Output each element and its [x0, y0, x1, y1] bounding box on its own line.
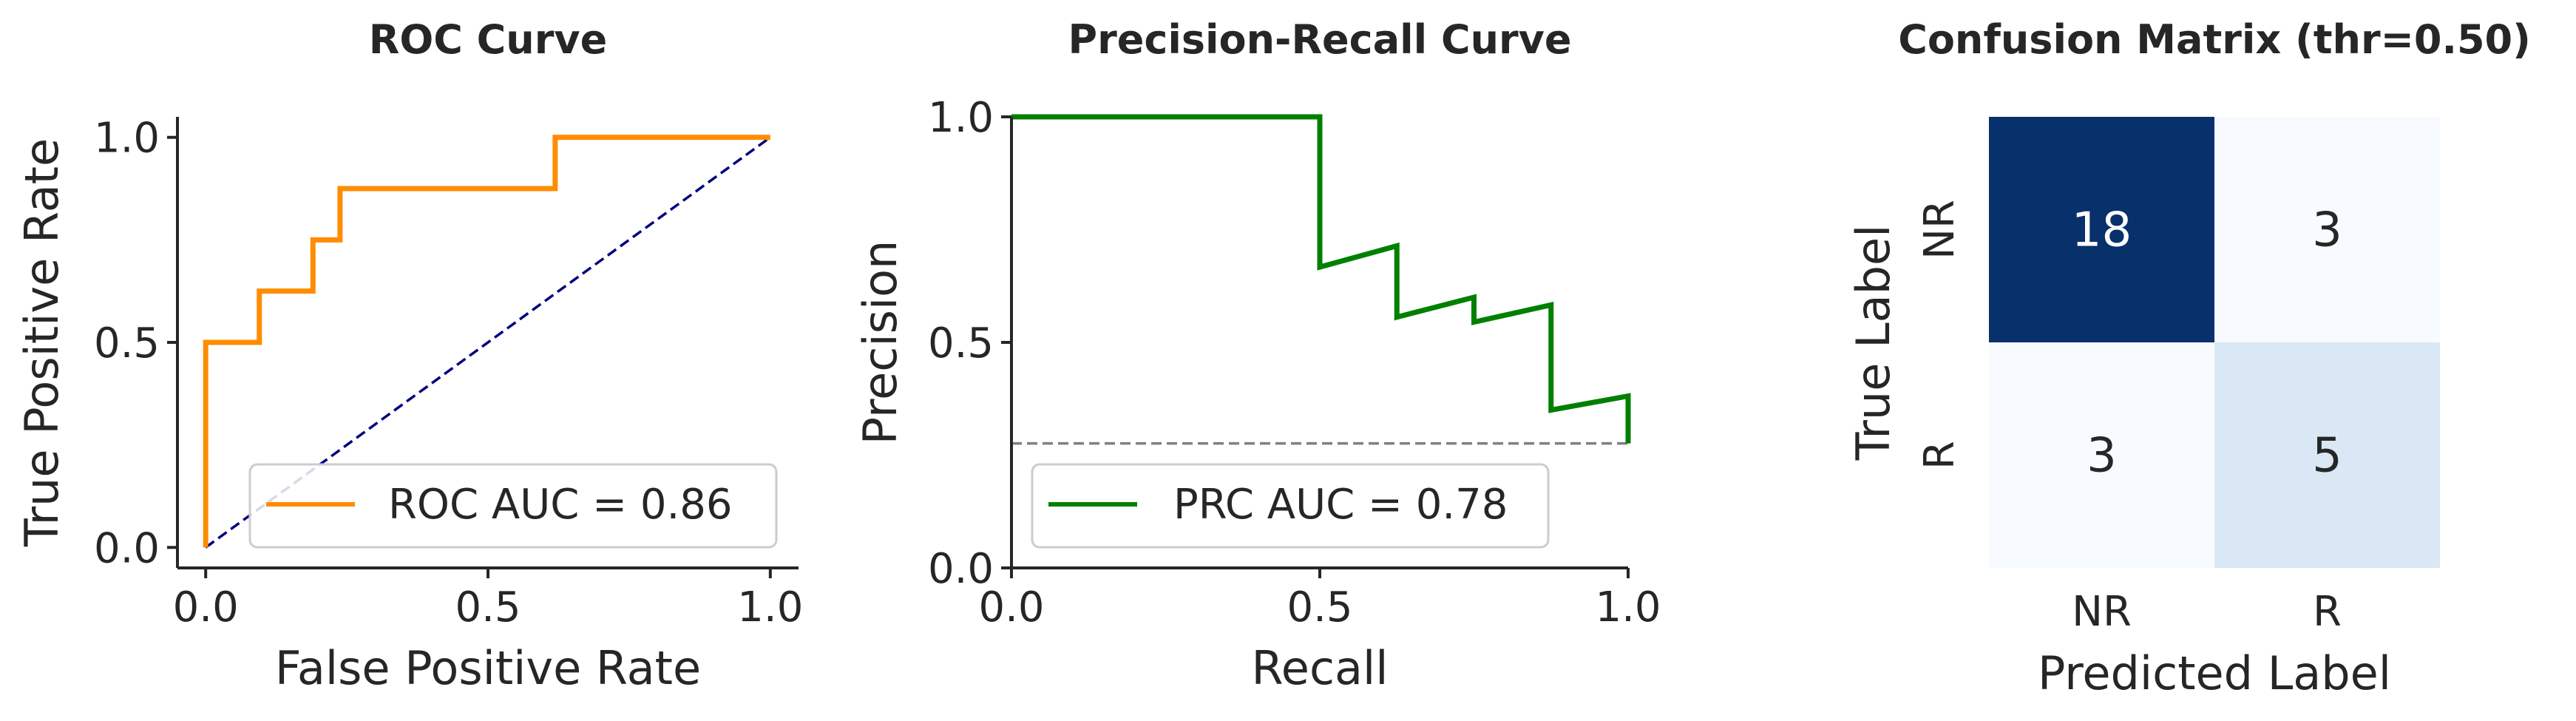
cm-cell	[2214, 342, 2440, 568]
roc-y-tick-label: 0.5	[94, 319, 160, 368]
pr-legend-box	[1031, 463, 1550, 549]
cm-y-tick-label: NR	[1916, 200, 1964, 260]
cm-title: Confusion Matrix (thr=0.50)	[1898, 16, 2531, 63]
pr-y-tick-label: 0.5	[928, 319, 994, 368]
cm-cell-value: 18	[2072, 203, 2132, 258]
roc-legend-label: ROC AUC = 0.86	[388, 481, 733, 529]
roc-curve-line	[203, 135, 770, 548]
roc-panel: ROC Curve 0.0 0.0 0.5 0.5 1.0 1.0 False Posit…	[15, 16, 803, 695]
cm-panel: Confusion Matrix (thr=0.50) 18 3 3 5 NR R NR R…	[1846, 16, 2531, 700]
pr-y-tick-label: 0.0	[928, 545, 994, 593]
cm-cell-value: 5	[2312, 429, 2342, 484]
cm-x-label: Predicted Label	[2038, 646, 2391, 700]
roc-y-label: True Positive Rate	[15, 138, 69, 547]
roc-title: ROC Curve	[369, 16, 607, 63]
pr-legend-label: PRC AUC = 0.78	[1173, 481, 1508, 529]
pr-y-tick-label: 1.0	[928, 94, 994, 142]
pr-ticks: 0.00.0 0.5 0.5 1.0 1.0	[928, 94, 1661, 632]
pr-x-tick-label: 1.0	[1595, 583, 1661, 632]
pr-y-label: Precision	[853, 240, 907, 445]
cm-cell	[2214, 117, 2440, 342]
pr-marks	[1011, 114, 1631, 445]
roc-x-label: False Positive Rate	[275, 641, 701, 695]
cm-cell-value: 3	[2312, 203, 2342, 258]
roc-x-tick-label: 0.0	[173, 583, 239, 632]
cm-y-label: True Label	[1846, 225, 1900, 461]
roc-y-tick-label: 1.0	[94, 115, 160, 163]
pr-title: Precision-Recall Curve	[1068, 16, 1572, 63]
pr-legend: PRC AUC = 0.78	[1031, 463, 1550, 549]
cm-cells: 18 3 3 5	[1989, 117, 2440, 568]
cm-cell	[1989, 117, 2214, 342]
cm-cell-value: 3	[2087, 429, 2117, 484]
pr-x-tick-label: 0.0	[978, 583, 1044, 632]
cm-ticks: NR R NR R	[1916, 200, 2342, 636]
cm-cell	[1989, 342, 2214, 568]
roc-x-tick-label: 0.5	[455, 583, 521, 632]
pr-curve-line	[1011, 114, 1631, 444]
roc-x-tick-label: 1.0	[737, 583, 803, 632]
cm-y-tick-label: R	[1916, 441, 1964, 470]
roc-y-tick-label: 0.0	[94, 524, 160, 572]
cm-x-tick-label: R	[2313, 588, 2342, 636]
pr-x-label: Recall	[1252, 641, 1389, 695]
pr-x-tick-label: 0.5	[1287, 583, 1352, 632]
roc-legend-box	[248, 463, 778, 549]
roc-ticks: 0.0 0.0 0.5 0.5 1.0 1.0	[94, 115, 803, 632]
cm-x-tick-label: NR	[2072, 588, 2132, 636]
pr-panel: Precision-Recall Curve 0.00.0 0.5 0.5 1.0 1.…	[853, 16, 1661, 695]
roc-legend: ROC AUC = 0.86	[248, 463, 778, 549]
